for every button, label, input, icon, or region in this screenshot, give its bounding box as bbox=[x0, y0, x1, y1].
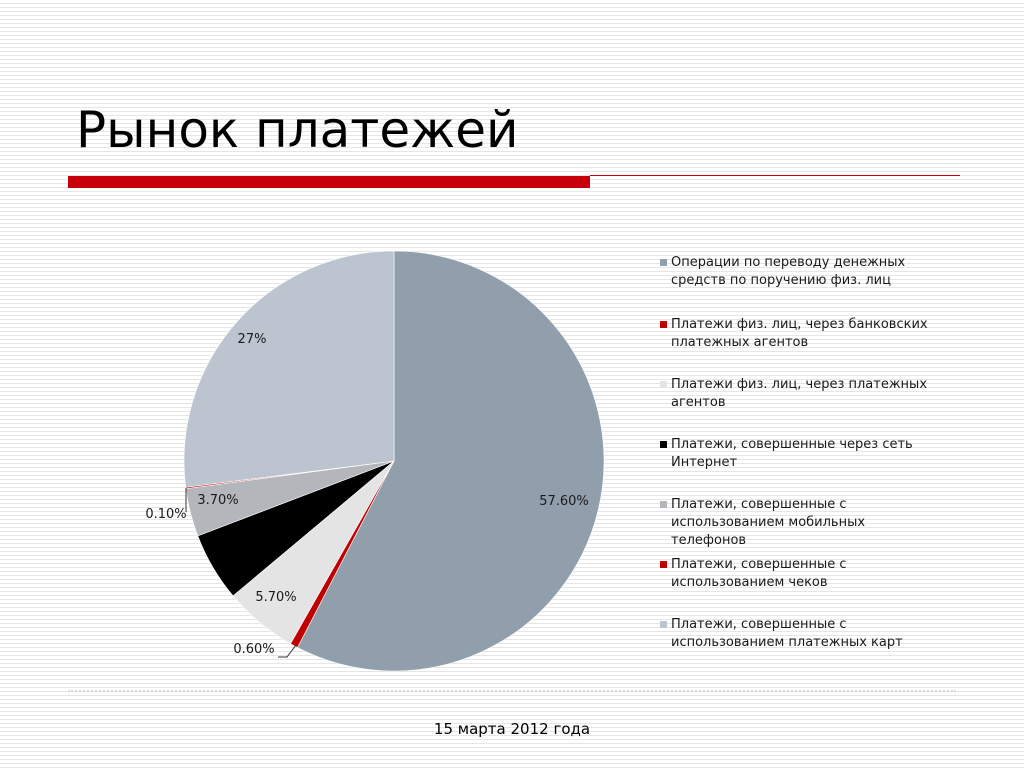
legend-swatch bbox=[660, 621, 667, 628]
slide-title: Рынок платежей bbox=[76, 101, 519, 159]
slice-data-label: 0.10% bbox=[145, 507, 186, 522]
slice-data-label: 0.60% bbox=[233, 642, 274, 657]
legend-swatch bbox=[660, 441, 667, 448]
label-leader-line bbox=[278, 644, 297, 658]
legend-swatch bbox=[660, 501, 667, 508]
legend-swatch bbox=[660, 561, 667, 568]
legend-item: Платежи, совершенные с использованием мо… bbox=[660, 496, 940, 550]
slice-data-label: 3.70% bbox=[197, 493, 238, 508]
slide-date: 15 марта 2012 года bbox=[433, 720, 591, 738]
legend-item: Платежи физ. лиц, через платежных агенто… bbox=[660, 376, 940, 412]
title-underline-thick bbox=[68, 176, 590, 188]
legend-swatch bbox=[660, 381, 667, 388]
footer-divider bbox=[68, 690, 956, 692]
legend-item: Платежи, совершенные с использованием пл… bbox=[660, 616, 940, 652]
legend-label: Платежи, совершенные с использованием че… bbox=[671, 557, 847, 590]
legend-item: Платежи физ. лиц, через банковских плате… bbox=[660, 316, 940, 352]
pie-slice bbox=[183, 250, 395, 488]
legend-item: Платежи, совершенные через сеть Интернет bbox=[660, 436, 940, 472]
slice-data-label: 57.60% bbox=[539, 494, 589, 509]
legend-label: Платежи, совершенные с использованием мо… bbox=[671, 497, 866, 548]
legend-item: Операции по переводу денежных средств по… bbox=[660, 254, 940, 290]
slice-data-label: 5.70% bbox=[255, 590, 296, 605]
legend-label: Платежи, совершенные через сеть Интернет bbox=[671, 437, 913, 470]
legend-item: Платежи, совершенные с использованием че… bbox=[660, 556, 940, 592]
slice-data-label: 27% bbox=[238, 332, 267, 347]
legend-swatch bbox=[660, 321, 667, 328]
title-underline-thin bbox=[590, 175, 960, 176]
legend-label: Платежи, совершенные с использованием пл… bbox=[671, 617, 903, 650]
legend-swatch bbox=[660, 259, 667, 266]
pie-slice bbox=[297, 250, 605, 672]
legend-label: Операции по переводу денежных средств по… bbox=[671, 255, 906, 288]
legend-label: Платежи физ. лиц, через платежных агенто… bbox=[671, 377, 928, 410]
legend-label: Платежи физ. лиц, через банковских плате… bbox=[671, 317, 928, 350]
